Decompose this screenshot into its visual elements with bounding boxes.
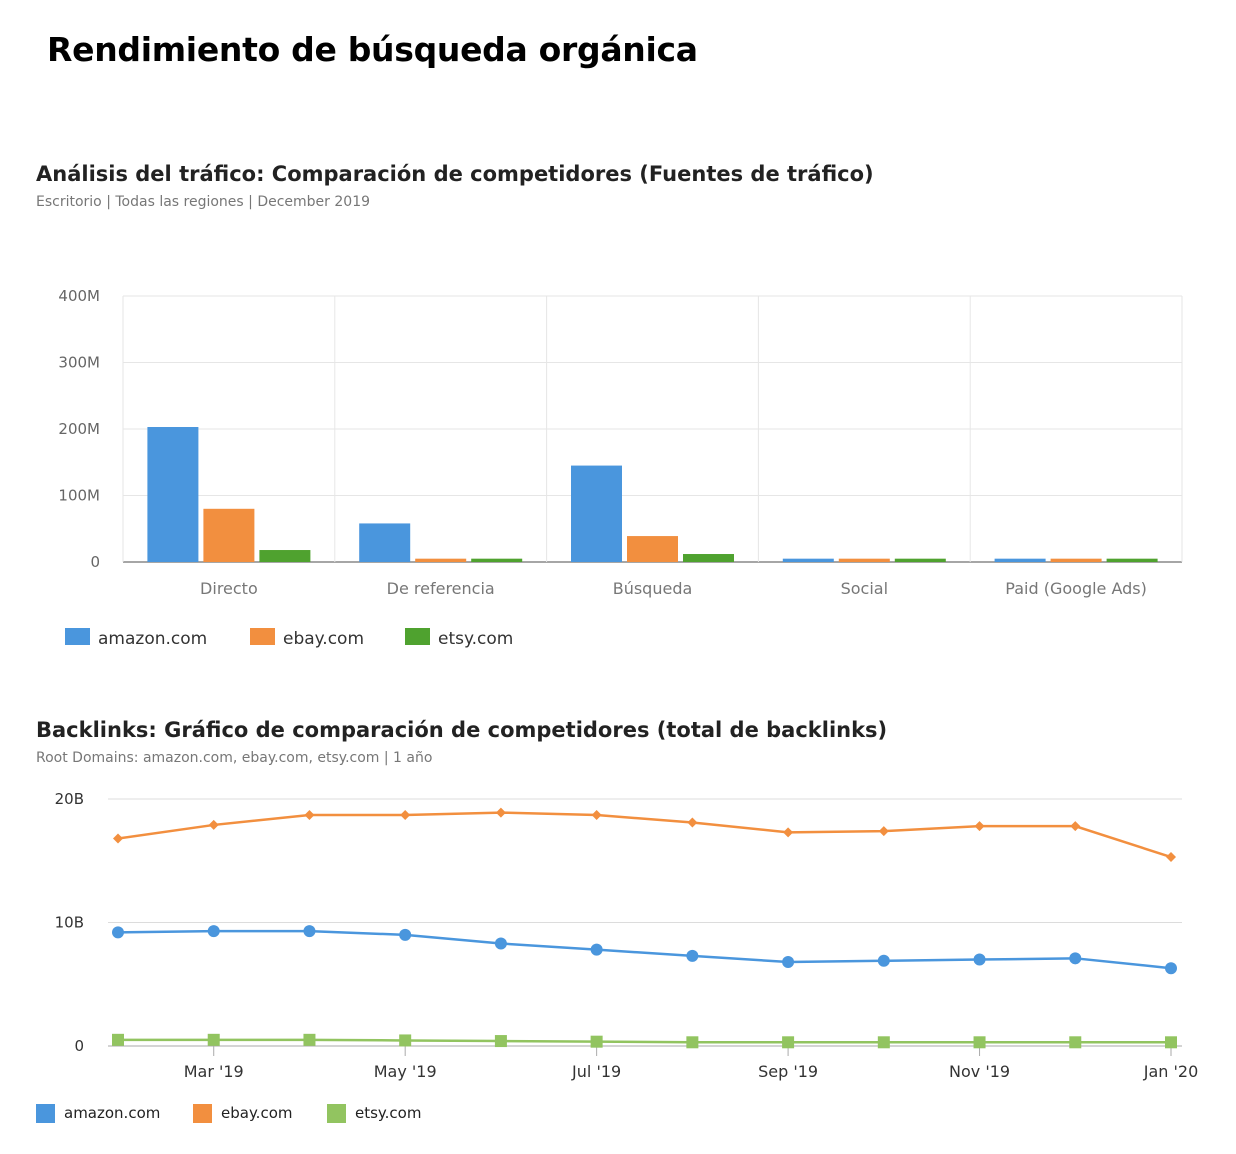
y-tick-label: 10B (55, 914, 84, 932)
data-point (590, 1035, 603, 1048)
category-label: Paid (Google Ads) (1005, 579, 1147, 598)
legend-swatch (36, 1104, 55, 1123)
data-point (878, 826, 889, 837)
data-point (1070, 821, 1081, 832)
data-point (877, 1036, 890, 1049)
series-line (117, 811, 1172, 859)
category-label: Social (841, 579, 888, 598)
legend-swatch (405, 628, 430, 645)
data-point (303, 1033, 316, 1046)
data-point (783, 827, 794, 838)
legend-label: etsy.com (438, 629, 513, 649)
data-point (973, 953, 986, 966)
data-point (1069, 1036, 1082, 1049)
bar (627, 536, 678, 562)
data-point (1069, 952, 1082, 965)
bar (1050, 558, 1102, 562)
data-point (1166, 852, 1176, 863)
category-label: De referencia (387, 579, 495, 598)
data-point (304, 810, 315, 821)
data-point (877, 954, 890, 967)
bar (1106, 558, 1158, 562)
y-tick-label: 100M (58, 487, 100, 505)
data-point (687, 817, 698, 828)
bar (683, 554, 734, 562)
backlinks-chart-title: Backlinks: Gráfico de comparación de com… (36, 718, 888, 742)
page-title: Rendimiento de búsqueda orgánica (47, 30, 698, 69)
bar (415, 558, 467, 562)
x-tick-label: Mar '19 (184, 1062, 244, 1081)
bar (571, 465, 622, 562)
data-point (1165, 1036, 1177, 1049)
data-point (495, 807, 506, 818)
data-point (494, 1035, 507, 1048)
traffic-bar-chart: 0 100M 200M 300M 400M Directo De referencia Bús… (58, 287, 1183, 649)
data-point (782, 1036, 795, 1049)
data-point (207, 925, 220, 938)
bar (838, 558, 890, 562)
data-point (591, 810, 602, 821)
data-point (494, 937, 507, 950)
data-point (400, 810, 411, 821)
data-point (399, 1034, 412, 1047)
bar (359, 523, 411, 562)
data-point (782, 956, 795, 969)
legend-label: amazon.com (98, 629, 207, 649)
legend-label: ebay.com (283, 629, 364, 649)
y-tick-label: 0 (90, 553, 100, 571)
bar (147, 427, 199, 562)
backlinks-chart-subtitle: Root Domains: amazon.com, ebay.com, etsy… (36, 750, 433, 766)
bar (203, 508, 255, 562)
data-point (686, 949, 699, 962)
traffic-chart-title: Análisis del tráfico: Comparación de com… (36, 162, 874, 186)
legend-label: ebay.com (221, 1104, 292, 1122)
bar (894, 558, 946, 562)
bar (471, 558, 523, 562)
legend-swatch (193, 1104, 212, 1123)
series-line (117, 929, 1172, 970)
data-point (113, 833, 123, 844)
category-label: Búsqueda (613, 579, 693, 598)
data-point (303, 925, 316, 938)
bar (259, 550, 311, 562)
data-point (399, 928, 412, 941)
data-point (112, 926, 124, 939)
legend-swatch (65, 628, 90, 645)
legend-label: amazon.com (64, 1104, 160, 1122)
data-point (973, 1036, 986, 1049)
data-point (207, 1033, 220, 1046)
data-point (112, 1033, 124, 1046)
data-point (590, 943, 603, 956)
legend-swatch (250, 628, 275, 645)
bar (994, 558, 1046, 562)
y-tick-label: 200M (58, 420, 100, 438)
data-point (1165, 962, 1177, 975)
x-tick-label: Jan '20 (1143, 1062, 1199, 1081)
category-label: Directo (200, 579, 258, 598)
y-tick-label: 20B (55, 790, 84, 808)
bar (782, 558, 834, 562)
x-tick-label: May '19 (374, 1062, 437, 1081)
legend-swatch (327, 1104, 346, 1123)
x-tick-label: Jul '19 (571, 1062, 621, 1081)
data-point (686, 1036, 699, 1049)
traffic-chart-subtitle: Escritorio | Todas las regiones | Decemb… (36, 194, 371, 210)
data-point (974, 821, 985, 832)
y-tick-label: 400M (58, 287, 100, 305)
x-tick-label: Sep '19 (758, 1062, 818, 1081)
legend-label: etsy.com (355, 1104, 421, 1122)
data-point (208, 819, 219, 830)
y-tick-label: 0 (74, 1037, 84, 1055)
x-tick-label: Nov '19 (949, 1062, 1010, 1081)
y-tick-label: 300M (58, 354, 100, 372)
series-line (118, 1038, 1171, 1044)
